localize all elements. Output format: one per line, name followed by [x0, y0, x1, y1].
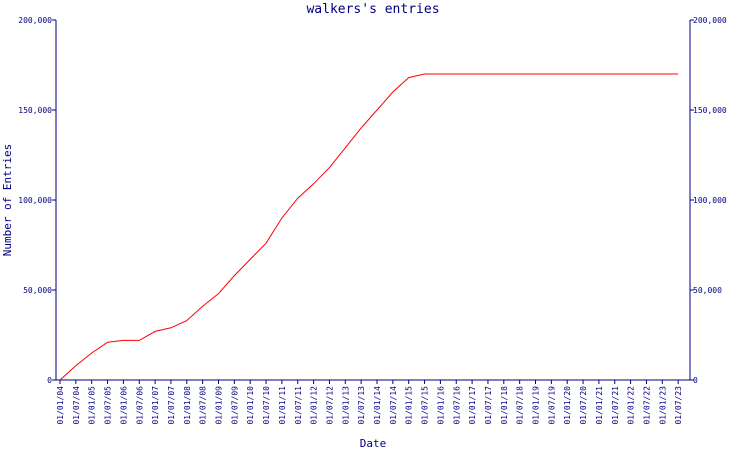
- x-axis: 01/01/04 01/07/04 01/01/05 01/07/05 01/01/06…: [56, 380, 683, 425]
- x-tick-label: 01/07/14: [389, 386, 398, 425]
- x-tick-label: 01/07/13: [357, 386, 366, 425]
- x-tick-label: 01/01/12: [310, 386, 319, 425]
- x-tick-label: 01/01/04: [56, 386, 65, 425]
- x-tick-label: 01/07/10: [262, 386, 271, 425]
- x-tick-label: 01/07/09: [230, 386, 239, 425]
- x-tick-label: 01/07/18: [516, 386, 525, 425]
- series-line: [59, 73, 679, 381]
- x-tick-label: 01/07/22: [642, 386, 651, 425]
- y-tick-label-left: 200,000: [18, 16, 52, 25]
- y-tick-label-left: 100,000: [18, 196, 52, 205]
- x-tick-label: 01/07/15: [421, 386, 430, 425]
- x-tick-label: 01/01/08: [183, 386, 192, 425]
- y-axis-right: 0 50,000 100,000 150,000 200,000: [690, 16, 727, 385]
- x-tick-label: 01/01/10: [246, 386, 255, 425]
- y-tick-label-left: 50,000: [23, 286, 52, 295]
- x-tick-label: 01/07/21: [611, 386, 620, 425]
- y-tick-label-right: 50,000: [693, 286, 722, 295]
- x-tick-label: 01/07/08: [199, 386, 208, 425]
- x-tick-label: 01/01/19: [532, 386, 541, 425]
- x-tick-label: 01/01/21: [595, 386, 604, 425]
- x-tick-label: 01/07/16: [452, 386, 461, 425]
- x-tick-label: 01/07/05: [104, 386, 113, 425]
- x-tick-label: 01/01/05: [88, 386, 97, 425]
- x-tick-label: 01/01/13: [341, 386, 350, 425]
- y-axis-left: 0 50,000 100,000 150,000 200,000: [18, 16, 56, 385]
- x-tick-label: 01/07/11: [294, 386, 303, 425]
- x-tick-label: 01/07/06: [135, 386, 144, 425]
- x-tick-label: 01/01/11: [278, 386, 287, 425]
- y-axis-title: Number of Entries: [1, 144, 14, 257]
- x-tick-label: 01/01/23: [658, 386, 667, 425]
- x-tick-label: 01/07/17: [484, 386, 493, 425]
- x-tick-label: 01/01/06: [119, 386, 128, 425]
- x-tick-label: 01/01/16: [436, 386, 445, 425]
- y-tick-label-left: 0: [47, 376, 52, 385]
- y-tick-label-right: 200,000: [693, 16, 727, 25]
- x-tick-label: 01/07/20: [579, 386, 588, 425]
- x-tick-label: 01/07/12: [325, 386, 334, 425]
- x-tick-label: 01/07/19: [547, 386, 556, 425]
- x-tick-label: 01/07/04: [72, 386, 81, 425]
- y-tick-label-right: 0: [693, 376, 698, 385]
- x-tick-label: 01/01/07: [151, 386, 160, 425]
- chart-title: walkers's entries: [306, 2, 439, 17]
- x-tick-label: 01/01/14: [373, 386, 382, 425]
- y-tick-label-right: 150,000: [693, 106, 727, 115]
- x-tick-label: 01/01/22: [627, 386, 636, 425]
- x-tick-label: 01/01/17: [468, 386, 477, 425]
- x-tick-label: 01/07/07: [167, 386, 176, 425]
- y-tick-label-right: 100,000: [693, 196, 727, 205]
- x-tick-label: 01/01/18: [500, 386, 509, 425]
- x-axis-title: Date: [360, 437, 387, 450]
- x-tick-label: 01/07/23: [674, 386, 683, 425]
- y-tick-label-left: 150,000: [18, 106, 52, 115]
- series-group: [59, 73, 679, 381]
- x-tick-label: 01/01/20: [563, 386, 572, 425]
- x-tick-label: 01/01/09: [215, 386, 224, 425]
- x-tick-label: 01/01/15: [405, 386, 414, 425]
